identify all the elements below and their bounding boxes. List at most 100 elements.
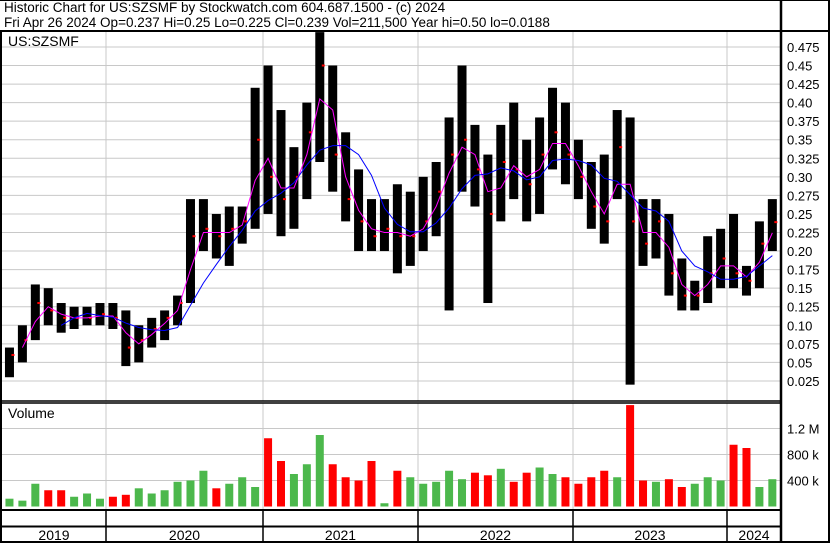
volume-bar — [703, 477, 712, 507]
volume-bar — [651, 481, 660, 507]
volume-bar — [212, 488, 221, 507]
price-bar — [483, 154, 493, 304]
price-bar — [444, 117, 454, 311]
volume-bar — [238, 477, 247, 507]
close-marker — [192, 235, 196, 238]
price-bar — [651, 199, 661, 259]
volume-bar — [548, 474, 557, 507]
volume-bar — [251, 487, 260, 507]
volume-bar — [328, 464, 337, 507]
volume-bar — [496, 468, 505, 507]
price-bar — [82, 306, 92, 326]
price-bar — [4, 347, 14, 378]
price-tick-label: 0.325 — [787, 151, 820, 166]
price-tick-label: 0.425 — [787, 77, 820, 92]
close-marker — [295, 175, 299, 178]
volume-bar — [458, 479, 467, 507]
price-bar — [198, 199, 208, 252]
close-marker — [63, 316, 67, 319]
long-moving-average-line — [60, 145, 773, 331]
price-tick-label: 0.15 — [787, 281, 812, 296]
volume-bar — [432, 481, 441, 507]
volume-bar — [535, 467, 544, 507]
close-marker — [270, 175, 274, 178]
volume-bar — [18, 500, 27, 507]
close-marker — [334, 153, 338, 156]
close-marker — [632, 220, 636, 223]
close-marker — [593, 205, 597, 208]
volume-bar — [289, 474, 298, 507]
volume-bar — [587, 477, 596, 507]
close-marker — [386, 227, 390, 230]
close-marker — [438, 190, 442, 193]
close-marker — [567, 153, 571, 156]
price-bar — [573, 139, 583, 200]
price-tick-label: 0.475 — [787, 40, 820, 55]
volume-panel-title: Volume — [8, 405, 55, 421]
price-bar — [185, 199, 195, 304]
close-marker — [360, 220, 364, 223]
volume-bar — [225, 483, 234, 507]
price-bar — [263, 65, 273, 214]
close-marker — [244, 220, 248, 223]
price-tick-label: 0.45 — [787, 59, 812, 74]
price-bar — [418, 176, 428, 252]
volume-bar — [690, 483, 699, 507]
close-marker — [11, 353, 15, 356]
close-marker — [645, 242, 649, 245]
price-bar — [729, 213, 739, 289]
close-marker — [373, 235, 377, 238]
volume-tick-label: 400 k — [787, 474, 819, 489]
price-bar — [612, 110, 622, 200]
volume-bar — [95, 498, 104, 507]
year-label: 2023 — [634, 527, 665, 543]
price-tick-label: 0.375 — [787, 114, 820, 129]
close-marker — [50, 309, 54, 312]
price-bar — [496, 124, 506, 222]
price-bar — [315, 32, 325, 162]
price-bar — [276, 110, 286, 237]
price-bar — [211, 213, 221, 259]
close-marker — [541, 153, 545, 156]
close-marker — [140, 339, 144, 342]
price-tick-label: 0.35 — [787, 133, 812, 148]
volume-bar — [639, 480, 648, 507]
price-tick-label: 0.275 — [787, 188, 820, 203]
close-marker — [37, 302, 41, 305]
volume-bar — [677, 487, 686, 507]
price-bar — [405, 191, 415, 266]
close-marker — [670, 272, 674, 275]
close-marker — [761, 242, 765, 245]
close-marker — [101, 313, 105, 316]
volume-bar — [57, 490, 66, 507]
close-marker — [231, 227, 235, 230]
price-tick-label: 0.20 — [787, 244, 812, 259]
price-tick-label: 0.40 — [787, 96, 812, 111]
close-marker — [114, 316, 118, 319]
volume-bar — [134, 488, 143, 507]
volume-bar — [509, 481, 518, 507]
price-bar — [250, 87, 260, 229]
chart-frame — [0, 30, 782, 543]
volume-bar — [121, 494, 130, 507]
close-marker — [153, 327, 157, 330]
volume-bar — [5, 498, 14, 507]
close-marker — [735, 272, 739, 275]
price-tick-label: 0.075 — [787, 337, 820, 352]
close-marker — [399, 235, 403, 238]
price-tick-label: 0.175 — [787, 263, 820, 278]
price-bar — [121, 310, 131, 367]
close-marker — [748, 279, 752, 282]
price-tick-label: 0.125 — [787, 300, 820, 315]
volume-bar — [380, 503, 389, 507]
price-bar — [367, 199, 377, 252]
price-bar — [457, 65, 467, 192]
volume-tick-label: 1.2 M — [787, 422, 820, 437]
volume-bar — [302, 464, 311, 507]
price-bar — [470, 124, 480, 207]
price-bar — [302, 102, 312, 200]
close-marker — [619, 146, 623, 149]
price-bar — [535, 117, 545, 214]
price-bar — [147, 317, 157, 348]
price-bar — [95, 303, 105, 326]
